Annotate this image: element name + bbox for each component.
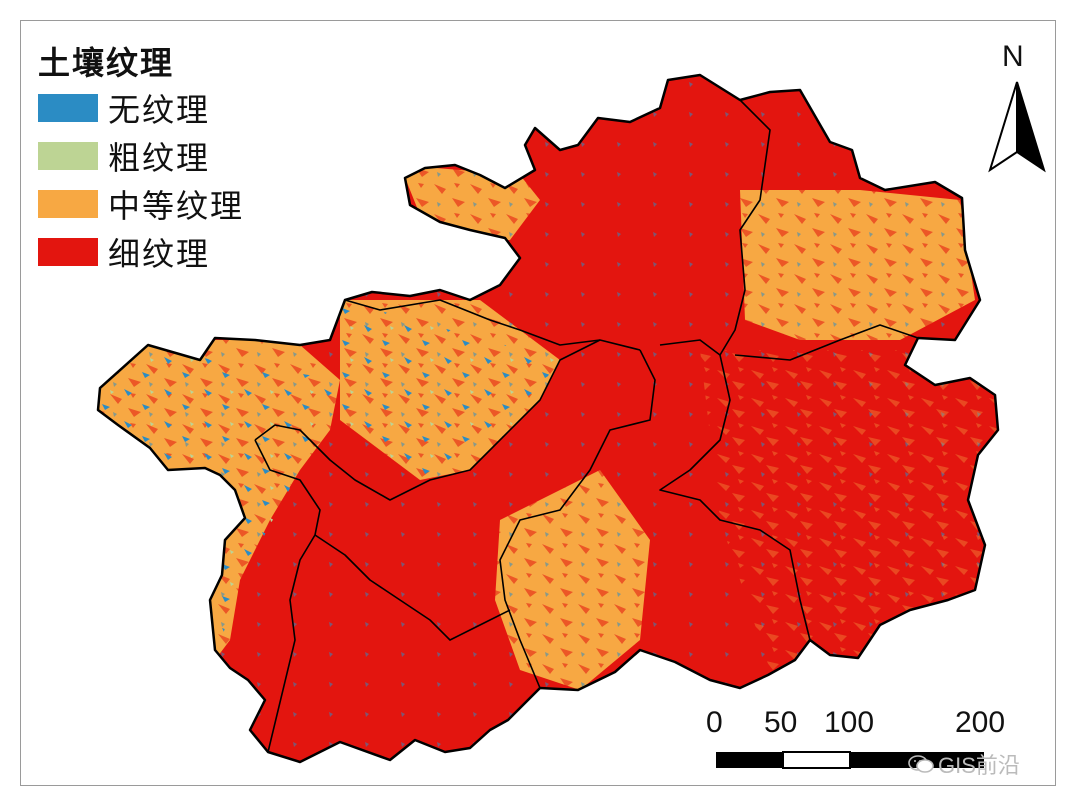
boundary-west-central xyxy=(254,339,641,501)
texture-fill xyxy=(98,75,998,762)
prefecture-boundaries xyxy=(254,99,919,753)
legend-title: 土壤纹理 xyxy=(38,44,175,82)
legend-swatch xyxy=(38,142,98,170)
legend-swatch xyxy=(38,94,98,122)
wechat-icon xyxy=(908,755,934,773)
scale-label-50: 50 xyxy=(764,706,798,739)
scale-bar xyxy=(716,751,984,769)
legend-label: 中等纹理 xyxy=(108,187,245,225)
boundary-south-east xyxy=(659,354,811,641)
boundary-south-west xyxy=(314,534,511,641)
north-arrow-left-half xyxy=(988,81,1018,173)
legend-item-medium-texture: 中等纹理 xyxy=(38,186,244,225)
north-label: N xyxy=(1002,40,1024,73)
scale-label-200: 200 xyxy=(955,706,1006,739)
legend-label: 粗纹理 xyxy=(108,139,211,177)
legend-label: 细纹理 xyxy=(108,235,211,273)
scale-segment-2 xyxy=(782,751,851,769)
legend-swatch xyxy=(38,238,98,266)
scale-segment-3 xyxy=(850,752,984,768)
scale-label-0: 0 xyxy=(706,706,723,739)
legend-item-fine-texture: 细纹理 xyxy=(38,234,210,273)
no-texture-speckle-central xyxy=(340,300,560,480)
legend-item-coarse-texture: 粗纹理 xyxy=(38,138,210,177)
legend-item-no-texture: 无纹理 xyxy=(38,90,210,129)
north-arrow xyxy=(988,81,1046,173)
boundary-north-west xyxy=(344,299,601,346)
legend-swatch xyxy=(38,190,98,218)
north-arrow-right-half xyxy=(1016,81,1046,173)
province-boundary xyxy=(96,73,1000,764)
watermark-text: GIS前沿 xyxy=(938,753,1020,778)
boundary-west xyxy=(254,439,321,753)
boundary-north-east xyxy=(659,99,771,356)
boundary-central-south xyxy=(499,349,656,689)
boundary-east-north xyxy=(734,324,919,361)
legend-label: 无纹理 xyxy=(108,91,211,129)
scale-segment-1 xyxy=(716,752,783,768)
watermark: GIS前沿 xyxy=(908,748,1020,780)
scale-label-100: 100 xyxy=(824,706,875,739)
